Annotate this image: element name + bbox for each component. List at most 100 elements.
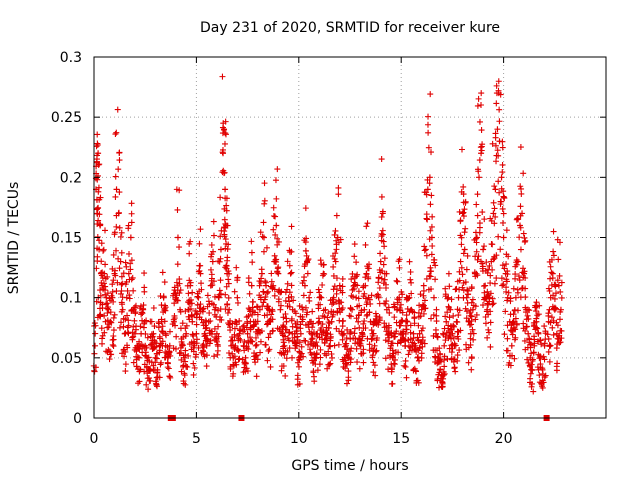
data-point [411, 320, 418, 327]
data-point [141, 270, 148, 277]
data-point [415, 309, 422, 316]
data-point [535, 329, 542, 336]
data-point [142, 352, 149, 359]
data-point [338, 299, 345, 306]
data-point [383, 298, 390, 305]
x-tick-label: 5 [192, 431, 201, 447]
data-point [478, 90, 485, 97]
data-point [482, 320, 489, 327]
data-point [120, 323, 127, 330]
data-point [480, 246, 487, 253]
data-point [363, 223, 370, 230]
data-point [345, 368, 352, 375]
data-point [134, 354, 141, 361]
data-point [353, 345, 360, 352]
data-point [244, 368, 251, 375]
data-point [529, 367, 536, 374]
data-point [379, 231, 386, 238]
data-point [217, 194, 224, 201]
data-point [260, 248, 267, 255]
data-point [455, 312, 462, 319]
data-point [327, 333, 334, 340]
data-point [408, 279, 415, 286]
data-point [459, 284, 466, 291]
data-point [248, 282, 255, 289]
data-point [446, 314, 453, 321]
data-point [176, 290, 183, 297]
data-point [283, 355, 290, 362]
data-point [469, 326, 476, 333]
data-point [507, 295, 514, 302]
data-point [378, 275, 385, 282]
data-point [101, 312, 108, 319]
data-point [117, 233, 124, 240]
y-tick-label: 0.15 [51, 231, 82, 247]
data-point [366, 341, 373, 348]
data-point [478, 150, 485, 157]
data-point [355, 295, 362, 302]
data-point [337, 287, 344, 294]
data-point [336, 282, 343, 289]
data-point [234, 299, 241, 306]
data-point [217, 290, 224, 297]
data-point [418, 354, 425, 361]
data-point [222, 130, 229, 137]
data-point [418, 306, 425, 313]
data-point [397, 322, 404, 329]
data-point [460, 191, 467, 198]
data-point [512, 334, 519, 341]
data-point [177, 287, 184, 294]
data-point [230, 370, 237, 377]
data-point [221, 140, 228, 147]
data-point [315, 305, 322, 312]
data-point [409, 308, 416, 315]
data-point [553, 345, 560, 352]
data-point [504, 347, 511, 354]
data-point [510, 318, 517, 325]
data-point [204, 292, 211, 299]
data-point [310, 369, 317, 376]
data-point [218, 316, 225, 323]
data-point [450, 312, 457, 319]
data-point [284, 258, 291, 265]
data-point [106, 356, 113, 363]
data-point [454, 319, 461, 326]
data-point [385, 338, 392, 345]
data-point [103, 294, 110, 301]
data-point [93, 298, 100, 305]
data-point [437, 366, 444, 373]
data-point [332, 258, 339, 265]
data-point [143, 344, 150, 351]
data-point [287, 270, 294, 277]
data-point [463, 266, 470, 273]
data-point [553, 319, 560, 326]
data-point [373, 313, 380, 320]
data-point [505, 289, 512, 296]
data-point [364, 220, 371, 227]
data-point [347, 348, 354, 355]
data-point [288, 282, 295, 289]
data-point [91, 320, 98, 327]
data-point [331, 255, 338, 262]
data-point [151, 323, 158, 330]
data-point [152, 359, 159, 366]
data-point [122, 368, 129, 375]
data-point [302, 337, 309, 344]
data-point [222, 131, 229, 138]
data-point [500, 210, 507, 217]
data-point [127, 234, 134, 241]
data-point [548, 256, 555, 263]
data-point [180, 334, 187, 341]
data-point [194, 310, 201, 317]
data-point [111, 229, 118, 236]
data-point [382, 355, 389, 362]
data-point [495, 87, 502, 94]
data-point [530, 319, 537, 326]
data-point [526, 307, 533, 314]
data-point [529, 356, 536, 363]
data-point [420, 287, 427, 294]
data-point [464, 286, 471, 293]
data-point [428, 192, 435, 199]
data-point [262, 278, 269, 285]
data-point [438, 383, 445, 390]
